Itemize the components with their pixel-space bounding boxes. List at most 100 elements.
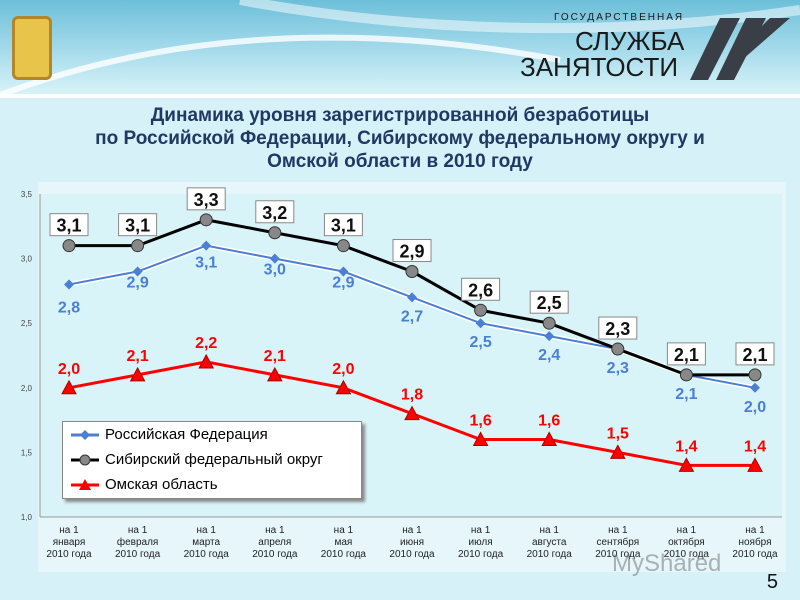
data-label: 2,1 [126, 348, 148, 365]
data-label: 1,6 [469, 412, 491, 429]
x-tick-label: июля [469, 537, 493, 548]
data-label: 2,1 [742, 345, 767, 365]
data-point [269, 253, 280, 264]
x-tick-label: на 1 [745, 525, 765, 536]
org-line3: ЗАНЯТОСТИ [520, 52, 679, 82]
data-point [748, 368, 762, 382]
data-point [201, 240, 212, 251]
y-tick-label: 1,0 [21, 513, 33, 522]
data-label: 2,5 [537, 293, 562, 313]
data-label: 3,0 [264, 262, 286, 279]
data-label: 2,1 [264, 348, 286, 365]
org-line1: ГОСУДАРСТВЕННАЯ [554, 12, 685, 23]
x-tick-label: марта [192, 537, 220, 548]
data-point [750, 382, 760, 393]
x-tick-label: 2010 года [46, 549, 92, 560]
data-label: 2,9 [126, 275, 148, 292]
data-point [542, 316, 556, 330]
title-line: Омской области в 2010 году [267, 151, 533, 172]
data-point [338, 266, 349, 277]
legend-marker-icon [71, 429, 99, 440]
data-point [404, 405, 420, 421]
x-tick-label: на 1 [265, 525, 285, 536]
data-point [268, 226, 282, 240]
data-point [129, 366, 146, 382]
data-point [407, 292, 417, 303]
x-tick-label: на 1 [128, 525, 148, 536]
data-point [747, 457, 763, 472]
x-tick-label: 2010 года [664, 549, 710, 560]
x-tick-label: на 1 [196, 525, 216, 536]
data-label: 2,2 [195, 335, 217, 352]
x-tick-label: на 1 [608, 525, 628, 536]
title-line: по Российской Федерации, Сибирскому феде… [95, 128, 705, 149]
x-tick-label: февраля [117, 536, 158, 548]
data-label: 3,1 [56, 216, 81, 236]
x-tick-label: апреля [258, 537, 291, 548]
x-tick-label: августа [532, 537, 567, 548]
service-logo-icon [690, 18, 790, 80]
data-label: 3,2 [262, 203, 287, 223]
data-point [335, 379, 352, 395]
data-label: 1,4 [744, 438, 766, 455]
chart-legend: Российская Федерация Сибирский федеральны… [62, 421, 362, 499]
slide-title: Динамика уровня зарегистрированной безра… [0, 104, 800, 173]
data-label: 2,1 [674, 345, 699, 365]
watermark: MyShared [612, 550, 722, 577]
data-point [198, 353, 215, 369]
coat-of-arms-icon [12, 16, 52, 80]
data-label: 1,6 [538, 412, 560, 429]
x-tick-label: на 1 [334, 525, 354, 536]
data-label: 2,0 [332, 361, 354, 378]
data-label: 2,5 [469, 334, 491, 351]
y-tick-label: 1,5 [21, 448, 33, 457]
title-line: Динамика уровня зарегистрированной безра… [150, 105, 650, 126]
legend-label: Омская область [105, 476, 218, 493]
x-tick-label: 2010 года [458, 549, 504, 560]
data-label: 1,4 [675, 438, 697, 455]
x-tick-label: на 1 [677, 525, 697, 536]
data-label: 2,4 [538, 347, 560, 364]
data-label: 2,0 [58, 361, 80, 378]
x-tick-label: 2010 года [252, 549, 298, 560]
x-tick-label: 2010 года [184, 549, 230, 560]
x-tick-label: 2010 года [115, 549, 161, 560]
data-label: 3,1 [195, 255, 217, 272]
x-tick-label: на 1 [402, 525, 422, 536]
data-label: 2,9 [332, 275, 354, 292]
data-point [62, 239, 76, 253]
data-label: 1,5 [607, 425, 629, 442]
legend-item: Омская область [63, 472, 361, 497]
data-label: 2,3 [605, 319, 630, 339]
x-tick-label: сентября [596, 536, 639, 548]
data-label: 2,3 [607, 360, 629, 377]
x-tick-label: на 1 [539, 525, 559, 536]
x-tick-label: 2010 года [321, 549, 367, 560]
x-tick-label: на 1 [471, 525, 491, 536]
data-point [64, 279, 74, 290]
legend-label: Сибирский федеральный округ [105, 451, 323, 468]
data-point [544, 331, 555, 342]
data-label: 2,6 [468, 280, 493, 300]
legend-marker-icon [71, 454, 99, 465]
data-point [609, 444, 626, 459]
data-point [199, 213, 213, 227]
data-point [336, 239, 350, 253]
x-tick-label: ноября [738, 536, 771, 548]
y-tick-label: 2,0 [21, 384, 33, 393]
legend-label: Российская Федерация [105, 426, 268, 443]
data-point [405, 265, 419, 279]
data-point [266, 366, 283, 382]
data-label: 2,1 [675, 386, 697, 403]
x-tick-label: 2010 года [595, 549, 641, 560]
page-number: 5 [766, 571, 778, 593]
data-label: 3,1 [331, 216, 356, 236]
y-tick-label: 2,5 [21, 319, 33, 328]
data-point [541, 431, 558, 446]
data-point [475, 318, 486, 329]
x-tick-label: января [53, 537, 86, 548]
data-point [132, 266, 143, 277]
data-label: 3,3 [194, 190, 219, 210]
legend-marker-icon [71, 478, 99, 490]
